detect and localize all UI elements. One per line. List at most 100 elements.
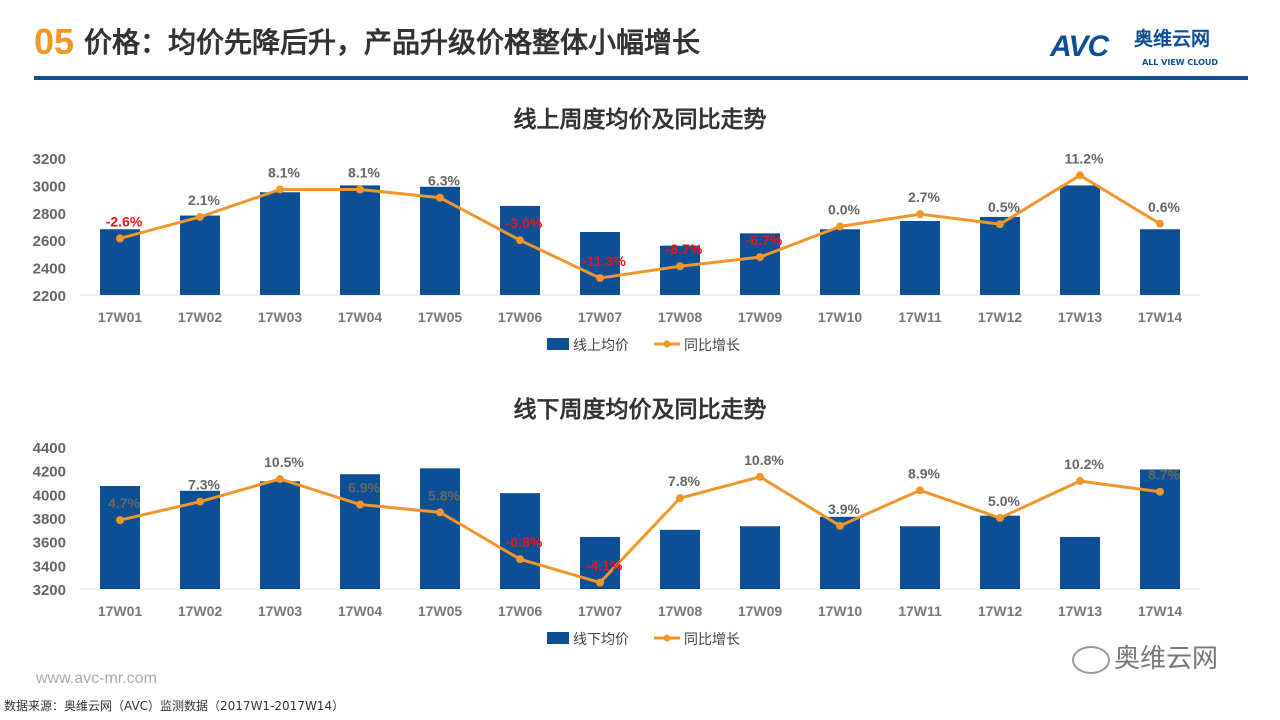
growth-point-17W12 [996,514,1004,522]
growth-data-label: 4.7% [108,495,140,511]
bar-17W05 [420,186,460,295]
growth-point-17W10 [836,521,844,530]
growth-point-17W06 [516,236,524,245]
header-divider [34,76,1248,80]
growth-point-17W04 [356,185,364,194]
bar-17W06 [500,205,540,295]
growth-point-17W13 [1076,171,1084,180]
website-text: www.avc-mr.com [36,670,157,687]
growth-data-label: 5.0% [988,493,1020,509]
y-tick-label: 4000 [33,487,66,504]
logo-cn: 奥维云网 [1134,28,1211,50]
growth-data-label: 10.8% [744,452,784,468]
x-tick-label: 17W13 [1058,309,1103,325]
growth-data-label: -2.6% [106,213,143,229]
x-tick-label: 17W06 [498,309,543,325]
chart-title-online: 线上周度均价及同比走势 [513,107,767,133]
growth-data-label: 6.9% [348,480,380,496]
growth-point-17W09 [756,472,764,481]
growth-data-label: 8.1% [348,165,380,181]
legend-line-label: 同比增长 [684,632,740,648]
bar-17W12 [980,216,1020,295]
x-tick-label: 17W07 [578,603,623,619]
x-tick-label: 17W02 [178,309,223,325]
logo-en: ALL VIEW CLOUD [1142,58,1219,67]
growth-line [119,475,1161,585]
y-tick-label: 2600 [33,233,66,250]
bar-17W07 [580,231,620,295]
growth-point-17W08 [676,494,684,503]
wechat-badge: 奥维云网 [1072,644,1218,674]
x-tick-label: 17W14 [1138,309,1183,325]
bar-17W14 [1140,229,1180,295]
growth-point-17W03 [276,474,284,483]
y-tick-label: 3600 [33,535,66,552]
growth-data-label: 11.2% [1065,150,1104,166]
x-tick-label: 17W01 [98,309,143,325]
bar-17W08 [660,245,700,295]
growth-point-17W05 [436,193,444,202]
x-tick-label: 17W10 [818,603,863,619]
logo-brand: AVC [1050,30,1109,63]
x-tick-label: 17W04 [338,603,383,619]
growth-data-label: 0.0% [828,202,860,218]
x-tick-label: 17W12 [978,603,1023,619]
growth-data-label: 8.1% [268,165,300,181]
bar-17W12 [980,515,1020,589]
bar-17W02 [180,215,220,295]
y-tick-label: 4400 [33,440,66,457]
growth-data-label: 0.6% [1148,199,1180,215]
x-tick-label: 17W09 [738,309,783,325]
growth-data-label: 2.7% [908,189,940,205]
x-tick-label: 17W08 [658,309,703,325]
growth-point-17W07 [596,274,604,283]
growth-data-label: -6.7% [746,232,783,248]
x-tick-label: 17W01 [98,603,143,619]
x-tick-label: 17W03 [258,603,303,619]
bar-17W06 [500,493,540,589]
legend-line-marker [663,340,671,348]
bar-17W03 [260,192,300,295]
growth-data-label: -8.7% [666,241,703,257]
legend-bar-swatch [547,632,569,644]
x-tick-label: 17W09 [738,603,783,619]
x-tick-label: 17W11 [898,309,942,325]
y-tick-label: 3800 [33,511,66,528]
x-tick-label: 17W10 [818,309,863,325]
bar-17W13 [1060,536,1100,589]
growth-data-label: 0.5% [988,199,1020,215]
section-number: 05 [34,21,75,62]
growth-data-label: -0.8% [506,534,543,550]
growth-point-17W06 [516,555,524,564]
page-title: 价格：均价先降后升，产品升级价格整体小幅增长 [84,26,701,59]
growth-data-label: 8.9% [908,465,940,481]
growth-point-17W08 [676,262,684,271]
bar-17W10 [820,229,860,295]
growth-point-17W01 [116,516,124,525]
x-tick-label: 17W03 [258,309,303,325]
y-tick-label: 3000 [33,178,66,195]
x-tick-label: 17W04 [338,309,383,325]
legend-line-marker [663,634,671,642]
x-tick-label: 17W02 [178,603,223,619]
y-tick-label: 2400 [33,261,66,278]
legend-bar-label: 线下均价 [573,632,629,648]
growth-point-17W01 [116,234,124,243]
x-tick-label: 17W13 [1058,603,1103,619]
bar-17W08 [660,529,700,589]
growth-point-17W12 [996,220,1004,229]
x-tick-label: 17W14 [1138,603,1183,619]
wechat-icon [1072,645,1110,674]
growth-line [119,173,1161,280]
growth-point-17W11 [916,210,924,219]
bar-17W11 [900,526,940,589]
x-tick-label: 17W05 [418,309,463,325]
x-tick-label: 17W06 [498,603,543,619]
bar-17W03 [260,481,300,589]
y-tick-label: 2800 [33,206,66,223]
y-tick-label: 3200 [33,151,66,168]
bar-17W13 [1060,185,1100,295]
growth-point-17W03 [276,185,284,194]
growth-data-label: 10.2% [1064,456,1104,472]
